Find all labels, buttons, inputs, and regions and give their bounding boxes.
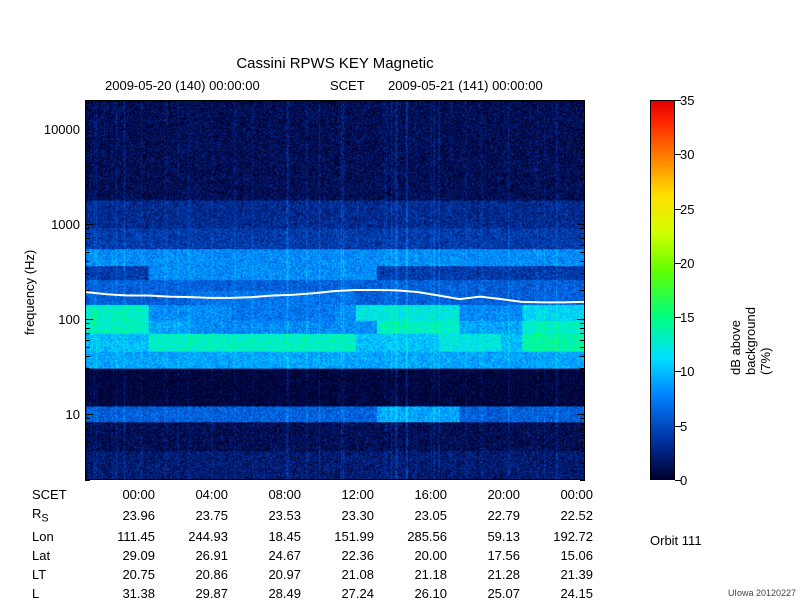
chart-title: Cassini RPWS KEY Magnetic [85,55,585,72]
x-axis-ephemeris-table: SCET00:0004:0008:0012:0016:0020:0000:00R… [30,484,595,604]
ephemeris-value: 27.24 [303,585,374,602]
y-tick-label: 10000 [40,122,80,137]
spectrogram-canvas [86,101,584,479]
ephemeris-value: 59.13 [449,528,520,545]
ephemeris-value: 21.28 [449,566,520,583]
ephemeris-value: 22.36 [303,547,374,564]
ephemeris-row-label: SCET [32,486,82,503]
ephemeris-value: 20.86 [157,566,228,583]
subtitle-right: 2009-05-21 (141) 00:00:00 [388,78,543,93]
ephemeris-value: 23.75 [157,505,228,526]
colorbar-tick-label: 10 [680,364,710,379]
ephemeris-value: 26.91 [157,547,228,564]
ephemeris-value: 29.87 [157,585,228,602]
ephemeris-value: 31.38 [84,585,155,602]
ephemeris-value: 26.10 [376,585,447,602]
ephemeris-value: 21.08 [303,566,374,583]
ephemeris-value: 18.45 [230,528,301,545]
colorbar-tick-label: 0 [680,473,710,488]
ephemeris-value: 17.56 [449,547,520,564]
colorbar [650,100,675,480]
ephemeris-value: 20.00 [376,547,447,564]
ephemeris-value: 21.39 [522,566,593,583]
y-axis-label: frequency (Hz) [22,250,37,335]
ephemeris-value: 285.56 [376,528,447,545]
y-tick-label: 10 [40,407,80,422]
subtitle-left: 2009-05-20 (140) 00:00:00 [105,78,260,93]
ephemeris-value: 23.30 [303,505,374,526]
ephemeris-value: 22.79 [449,505,520,526]
colorbar-tick-label: 25 [680,202,710,217]
colorbar-tick-label: 30 [680,147,710,162]
ephemeris-row-label: Lon [32,528,82,545]
ephemeris-value: 23.05 [376,505,447,526]
y-tick-label: 100 [40,312,80,327]
ephemeris-value: 20.75 [84,566,155,583]
ephemeris-row-label: RS [32,505,82,526]
colorbar-tick-label: 20 [680,256,710,271]
ephemeris-value: 20.97 [230,566,301,583]
colorbar-tick-label: 15 [680,310,710,325]
ephemeris-value: 15.06 [522,547,593,564]
colorbar-label: dB above background (7%) [728,303,773,375]
ephemeris-value: 25.07 [449,585,520,602]
colorbar-tick-label: 5 [680,419,710,434]
ephemeris-value: 151.99 [303,528,374,545]
ephemeris-value: 20:00 [449,486,520,503]
ephemeris-row-label: LT [32,566,82,583]
ephemeris-value: 111.45 [84,528,155,545]
ephemeris-value: 23.96 [84,505,155,526]
orbit-label: Orbit 111 [650,533,702,548]
ephemeris-value: 04:00 [157,486,228,503]
ephemeris-value: 00:00 [522,486,593,503]
ephemeris-value: 21.18 [376,566,447,583]
ephemeris-value: 24.15 [522,585,593,602]
ephemeris-value: 23.53 [230,505,301,526]
ephemeris-row-label: L [32,585,82,602]
ephemeris-value: 28.49 [230,585,301,602]
ephemeris-value: 29.09 [84,547,155,564]
footer-text: UIowa 20120227 [728,588,796,598]
ephemeris-value: 22.52 [522,505,593,526]
subtitle-center: SCET [330,78,365,93]
ephemeris-value: 244.93 [157,528,228,545]
ephemeris-value: 00:00 [84,486,155,503]
ephemeris-value: 12:00 [303,486,374,503]
spectrogram-plot [85,100,585,480]
y-tick-label: 1000 [40,217,80,232]
ephemeris-value: 24.67 [230,547,301,564]
ephemeris-value: 16:00 [376,486,447,503]
colorbar-tick-label: 35 [680,93,710,108]
ephemeris-value: 192.72 [522,528,593,545]
ephemeris-value: 08:00 [230,486,301,503]
ephemeris-row-label: Lat [32,547,82,564]
